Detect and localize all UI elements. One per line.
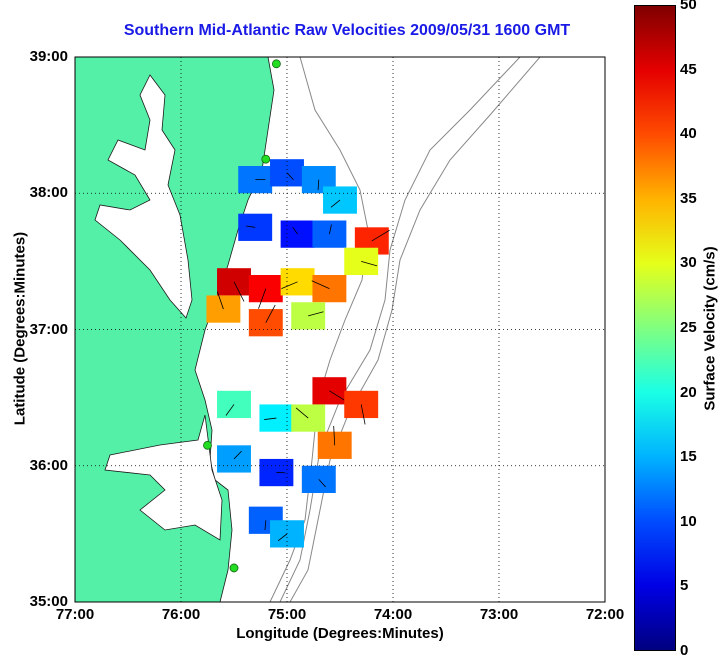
colorbar-tick-label: 15 <box>680 448 697 466</box>
bathymetry-contours <box>269 57 541 602</box>
velocity-vector <box>264 520 267 531</box>
velocity-cell <box>238 213 273 241</box>
y-tick-label: 38:00 <box>29 184 68 202</box>
velocity-vector <box>258 288 267 309</box>
colorbar-tick-label: 0 <box>680 642 689 659</box>
plot-frame <box>74 56 606 603</box>
velocity-vector <box>281 281 298 290</box>
velocity-vector <box>292 226 298 235</box>
velocity-vector <box>264 417 277 420</box>
velocity-vector <box>286 172 294 181</box>
velocity-vector <box>233 281 245 302</box>
x-tick-label: 73:00 <box>479 606 519 623</box>
grid-lines <box>75 57 605 602</box>
station-marker <box>229 563 239 573</box>
velocity-map <box>74 56 606 603</box>
colorbar-tick-label: 35 <box>680 189 697 207</box>
velocity-vector <box>361 260 378 267</box>
sound-water <box>104 414 223 541</box>
colorbar-tick-label: 25 <box>680 319 697 336</box>
station-marker <box>271 59 281 69</box>
x-tick-label: 76:00 <box>161 606 201 623</box>
y-tick-label: 35:00 <box>29 593 68 610</box>
chart-title: Southern Mid-Atlantic Raw Velocities 200… <box>123 22 571 39</box>
velocity-vector <box>277 533 288 542</box>
colorbar <box>634 5 676 651</box>
colorbar-tick-label: 30 <box>680 254 697 272</box>
velocity-vector <box>318 479 326 488</box>
x-tick-label: 77:00 <box>55 606 95 623</box>
velocity-vector <box>360 404 366 425</box>
y-axis-label: Latitude (Degrees:Minutes) <box>11 231 29 426</box>
velocity-vector <box>295 407 309 419</box>
velocity-vector <box>330 199 341 208</box>
velocity-vector <box>233 450 242 460</box>
velocity-vector <box>225 404 235 416</box>
radar-stations <box>203 59 281 573</box>
station-marker <box>203 440 212 450</box>
velocity-vector <box>329 224 332 235</box>
x-tick-label: 72:00 <box>585 606 625 623</box>
colorbar-tick-label: 10 <box>680 512 697 530</box>
y-tick-label: 39:00 <box>29 48 68 65</box>
x-tick-label: 75:00 <box>267 606 307 623</box>
velocity-vector <box>311 280 330 289</box>
station-marker <box>261 154 271 164</box>
colorbar-tick-label: 5 <box>680 577 689 595</box>
velocity-vector <box>216 291 224 310</box>
velocity-vector <box>317 179 320 191</box>
y-tick-label: 37:00 <box>29 320 68 338</box>
colorbar-tick-label: 20 <box>680 383 697 401</box>
colorbar-tick-label: 40 <box>680 125 697 143</box>
velocity-vector <box>246 225 256 228</box>
velocity-vector <box>333 426 336 446</box>
velocity-cell <box>344 247 379 275</box>
velocity-vector <box>371 229 390 242</box>
x-tick-label: 74:00 <box>373 606 413 623</box>
velocity-vector <box>265 304 276 323</box>
x-axis-label: Longitude (Degrees:Minutes) <box>236 625 444 642</box>
colorbar-tick-label: 50 <box>680 0 697 13</box>
chesapeake-bay <box>94 74 193 319</box>
velocity-cells <box>206 159 390 548</box>
colorbar-tick-label: 45 <box>680 60 697 78</box>
velocity-vector <box>308 311 324 317</box>
velocity-cell <box>344 390 379 419</box>
colorbar-label: Surface Velocity (cm/s) <box>701 246 719 411</box>
velocity-cell <box>291 302 326 330</box>
y-tick-label: 36:00 <box>29 456 68 474</box>
